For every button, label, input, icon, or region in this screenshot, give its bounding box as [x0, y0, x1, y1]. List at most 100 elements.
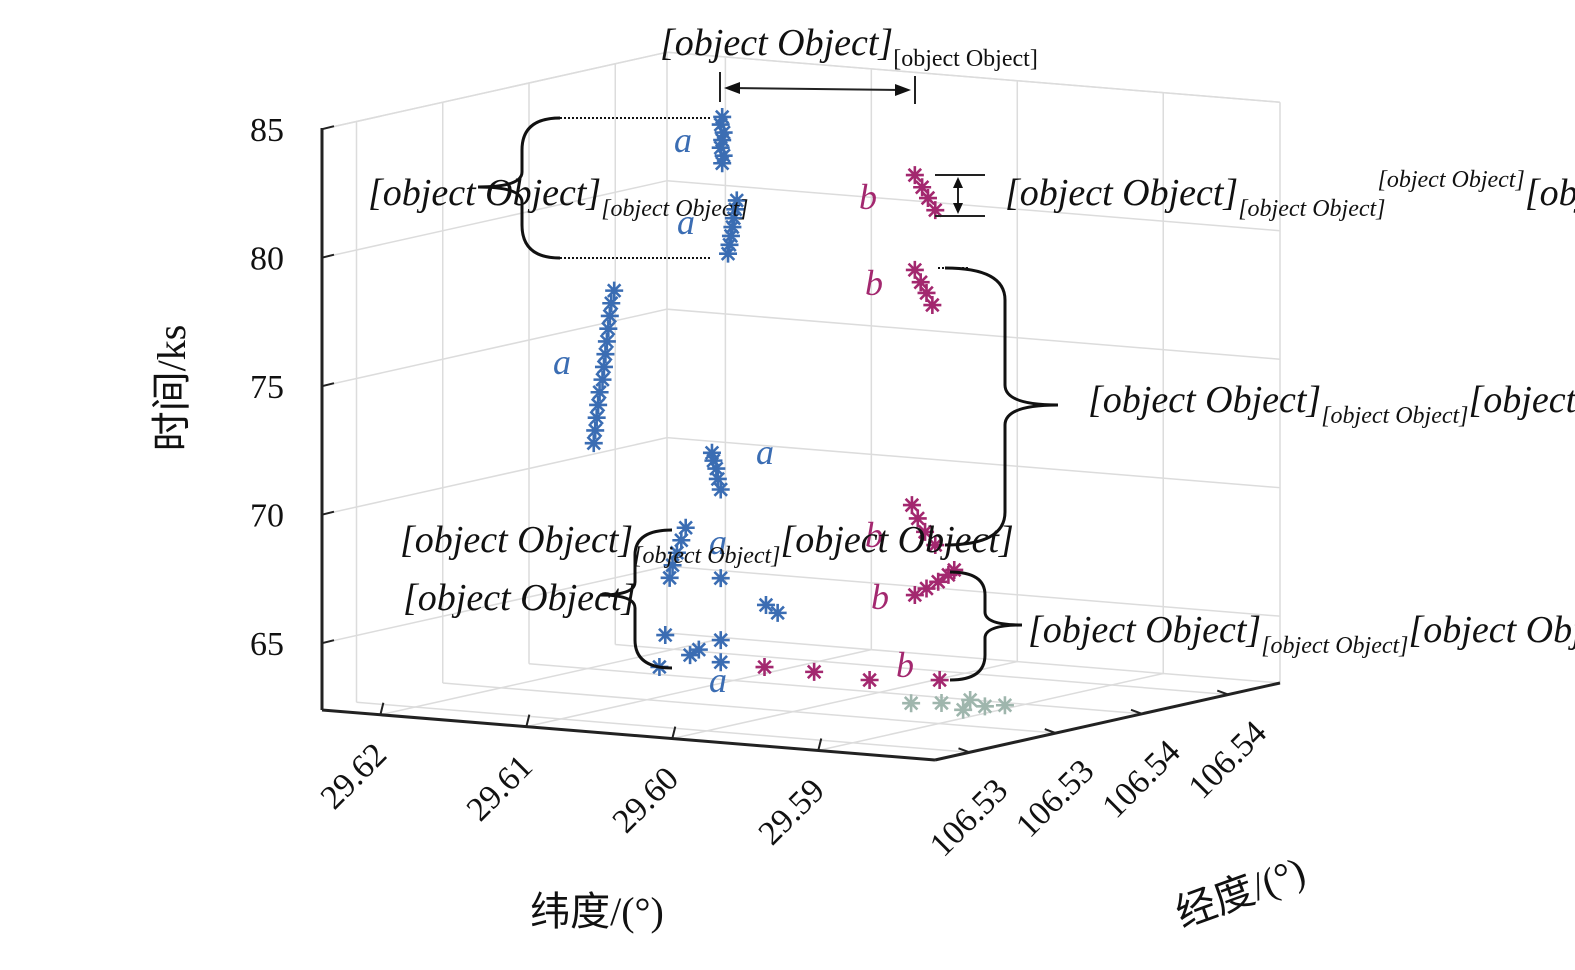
z-tick — [321, 510, 335, 516]
point — [905, 166, 924, 185]
point — [656, 626, 675, 645]
marks — [584, 107, 1014, 719]
annotation-part: [object Object] — [781, 519, 1014, 561]
point — [724, 209, 743, 228]
z-tick — [321, 382, 335, 388]
annotation-part: [object Object] — [403, 577, 636, 619]
point — [702, 443, 721, 462]
cluster-label: b — [896, 645, 914, 685]
point — [726, 200, 745, 219]
x-tick-label: 29.60 — [606, 760, 686, 840]
point — [711, 569, 730, 588]
point — [954, 700, 973, 719]
point — [672, 531, 691, 550]
grid-line — [672, 80, 1019, 740]
grid-line — [321, 179, 1281, 259]
point — [602, 294, 621, 313]
x-axis-line — [321, 708, 936, 762]
annotation: [object Object][object Object][object Ob… — [1005, 167, 1575, 222]
point — [600, 306, 619, 325]
point — [908, 509, 927, 528]
y-tick-label: 106.53 — [1009, 753, 1101, 845]
point — [913, 178, 932, 197]
point — [721, 226, 740, 245]
point — [587, 408, 606, 427]
annotation-part: [object Object] — [633, 543, 780, 569]
grid-line — [526, 68, 873, 728]
annotation-part: [object Object] — [1378, 167, 1525, 193]
point — [917, 283, 936, 302]
cluster-label: a — [677, 202, 695, 242]
point — [905, 586, 924, 605]
point — [586, 421, 605, 440]
point — [768, 603, 787, 622]
z-tick — [321, 639, 335, 645]
point — [961, 690, 980, 709]
x-tick — [379, 702, 385, 716]
z-tick-label: 70 — [250, 498, 284, 535]
point — [714, 146, 733, 165]
z-tick-label: 85 — [250, 112, 284, 149]
point — [727, 191, 746, 210]
x-tick — [525, 714, 531, 727]
cluster-label: a — [553, 342, 571, 382]
point — [667, 543, 686, 562]
y-tick-label: 106.53 — [923, 772, 1015, 864]
point — [599, 319, 618, 338]
annotation: [object Object][object Object][object Ob… — [1028, 609, 1575, 659]
point — [975, 697, 994, 716]
z-tick — [321, 253, 335, 259]
point — [902, 694, 921, 713]
point — [719, 244, 738, 263]
point — [590, 383, 609, 402]
annotation-part: [object Object] — [1469, 379, 1575, 421]
point — [945, 560, 964, 579]
cluster-label: a — [709, 660, 727, 700]
arrow — [729, 87, 906, 91]
point — [860, 670, 879, 689]
point — [723, 218, 742, 237]
point — [756, 595, 775, 614]
grid-line — [615, 643, 1229, 696]
brace — [599, 528, 673, 670]
point — [689, 640, 708, 659]
annotation-part: [object Object] — [1321, 403, 1468, 429]
annotation-part: [object Object] — [1005, 172, 1238, 214]
point — [596, 345, 615, 364]
y-axis-label: 经度/(°) — [1170, 848, 1311, 936]
annotation: [object Object] — [403, 577, 636, 619]
point — [707, 459, 726, 478]
point — [676, 518, 695, 537]
annotation: [object Object][object Object][object Ob… — [400, 519, 1014, 569]
point — [932, 693, 951, 712]
point — [681, 646, 700, 665]
cluster-label: a — [674, 120, 692, 160]
axes — [320, 125, 1281, 762]
y-tick — [1216, 689, 1229, 696]
point — [926, 201, 945, 220]
annotation-shapes — [477, 72, 1059, 682]
y-tick — [1044, 728, 1057, 734]
point — [714, 123, 733, 142]
point — [708, 469, 727, 488]
x-tick-label: 29.62 — [314, 736, 394, 816]
annotation: [object Object][object Object][object Ob… — [1088, 379, 1575, 429]
cluster-label: b — [871, 577, 889, 617]
cluster-label: b — [865, 515, 883, 555]
point — [605, 281, 624, 300]
z-axis-label: 时间/ks — [149, 325, 194, 452]
brace — [949, 570, 1023, 682]
y-tick — [958, 747, 970, 754]
point — [930, 671, 949, 690]
point — [926, 536, 945, 555]
point — [929, 572, 948, 591]
grid-line — [321, 51, 1281, 130]
point — [805, 662, 824, 681]
cluster-label: b — [865, 263, 883, 303]
z-tick-label: 65 — [250, 626, 284, 663]
point — [720, 235, 739, 254]
z-tick-label: 75 — [250, 369, 284, 406]
x-tick — [671, 726, 677, 739]
annotation-part: [object Object] — [893, 46, 1038, 72]
y-axis-line — [934, 681, 1281, 762]
